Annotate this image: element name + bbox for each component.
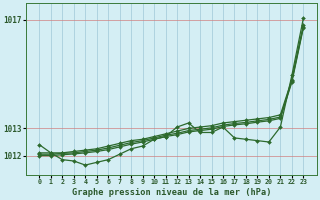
X-axis label: Graphe pression niveau de la mer (hPa): Graphe pression niveau de la mer (hPa) <box>72 188 271 197</box>
